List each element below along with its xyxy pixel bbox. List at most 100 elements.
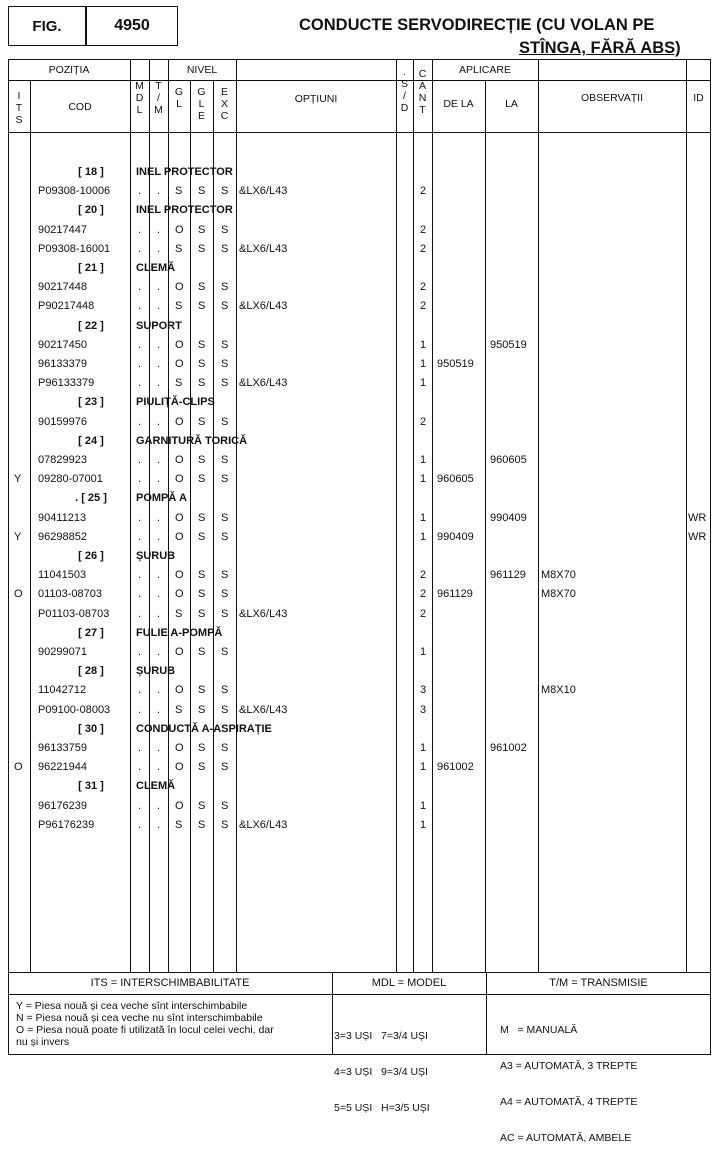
nivel-underline: [168, 80, 236, 81]
row-optiuni: &LX6/L43: [239, 300, 288, 312]
row-observatii: M8X10: [541, 684, 576, 696]
header-cant-a: A: [418, 80, 426, 92]
row-observatii: M8X70: [541, 569, 576, 581]
row-id: WR: [688, 531, 707, 543]
row-gl: O: [175, 473, 184, 485]
header-aplicare: APLICARE: [459, 64, 511, 76]
row-cod: 07829923: [38, 454, 87, 466]
row-exc: S: [221, 742, 229, 754]
row-its: Y: [14, 531, 22, 543]
header-gl-l: L: [176, 98, 182, 110]
group-position: [ 21 ]: [78, 262, 104, 274]
row-cod: 11042712: [38, 684, 87, 696]
dot-mdl: .: [138, 473, 142, 485]
row-cod: P96133379: [38, 377, 95, 389]
header-divider-lower: [8, 132, 711, 133]
dot-tm: .: [157, 339, 161, 351]
its-legend-o-cont: nu și invers: [16, 1036, 70, 1048]
header-sd-d: D: [400, 102, 409, 114]
row-gl: O: [175, 761, 184, 773]
row-cant: 2: [420, 300, 427, 312]
group-position: [ 30 ]: [78, 723, 104, 735]
row-gle: S: [198, 243, 206, 255]
header-exc-e: E: [220, 86, 228, 98]
row-gle: S: [198, 742, 206, 754]
row-observatii: M8X70: [541, 588, 576, 600]
dot-mdl: .: [138, 224, 142, 236]
row-gl: O: [175, 742, 184, 754]
dot-tm: .: [157, 684, 161, 696]
footer-tm-title: T/M = TRANSMISIE: [549, 977, 648, 989]
row-cant: 1: [420, 358, 427, 370]
row-gl: S: [175, 185, 183, 197]
row-exc: S: [221, 281, 229, 293]
group-position: [ 31 ]: [78, 780, 104, 792]
header-id: ID: [693, 92, 704, 104]
group-name: POMPĂ A: [136, 492, 187, 504]
row-cant: 2: [420, 224, 427, 236]
dot-tm: .: [157, 243, 161, 255]
dot-mdl: .: [138, 300, 142, 312]
row-gl: S: [175, 377, 183, 389]
row-gl: O: [175, 646, 184, 658]
footer-col-line-2: [486, 972, 487, 1055]
dot-mdl: .: [138, 531, 142, 543]
row-exc: S: [221, 454, 229, 466]
row-cod: 90217450: [38, 339, 87, 351]
col-line-obs: [686, 59, 687, 972]
row-gle: S: [198, 416, 206, 428]
group-name: INEL PROTECTOR: [136, 204, 233, 216]
dot-mdl: .: [138, 454, 142, 466]
row-cant: 2: [420, 281, 427, 293]
dot-mdl: .: [138, 588, 142, 600]
dot-tm: .: [157, 300, 161, 312]
footer-title-divider: [8, 994, 711, 995]
row-cod: 90411213: [38, 512, 87, 524]
row-gl: O: [175, 684, 184, 696]
tm-legend-m: M = MANUALĂ: [500, 1024, 578, 1036]
group-position: [ 23 ]: [78, 396, 104, 408]
row-exc: S: [221, 300, 229, 312]
row-gl: S: [175, 300, 183, 312]
footer-divider: [8, 972, 711, 973]
row-cant: 1: [420, 819, 427, 831]
row-de-la: 960605: [437, 473, 474, 485]
header-gle-e: E: [197, 110, 205, 122]
row-gl: O: [175, 339, 184, 351]
header-its-t: T: [15, 102, 23, 114]
header-pozitia: POZIȚIA: [48, 64, 90, 76]
row-gle: S: [198, 608, 206, 620]
header-gl: G L: [168, 86, 190, 110]
col-line-la: [538, 59, 539, 972]
row-cod: P96176239: [38, 819, 95, 831]
header-its-i: I: [17, 90, 21, 102]
dot-mdl: .: [138, 646, 142, 658]
dot-tm: .: [157, 377, 161, 389]
row-gle: S: [198, 512, 206, 524]
header-cant-c: C: [418, 68, 427, 80]
dot-tm: .: [157, 608, 161, 620]
row-gl: O: [175, 358, 184, 370]
dot-tm: .: [157, 281, 161, 293]
col-line-mdl: [149, 59, 150, 972]
row-cod: 96133759: [38, 742, 87, 754]
title-line-2: STÎNGA, FĂRĂ ABS): [519, 39, 681, 57]
row-cant: 1: [420, 512, 427, 524]
dot-tm: .: [157, 512, 161, 524]
its-legend-n: N = Piesa nouă și cea veche nu sînt inte…: [16, 1012, 263, 1024]
header-tm: T / M: [149, 80, 168, 116]
dot-mdl: .: [138, 819, 142, 831]
fig-number: 4950: [86, 6, 178, 46]
dot-tm: .: [157, 473, 161, 485]
row-exc: S: [221, 819, 229, 831]
row-gle: S: [198, 819, 206, 831]
row-gl: O: [175, 800, 184, 812]
row-cod: 96221944: [38, 761, 87, 773]
row-exc: S: [221, 473, 229, 485]
header-observatii: OBSERVAȚII: [580, 92, 644, 104]
group-name: ȘURUB: [136, 550, 176, 562]
row-cant: 2: [420, 243, 427, 255]
row-la: 961002: [490, 742, 527, 754]
mdl-legend-3: 5=5 UȘI H=3/5 UȘI: [334, 1102, 430, 1114]
row-gle: S: [198, 800, 206, 812]
